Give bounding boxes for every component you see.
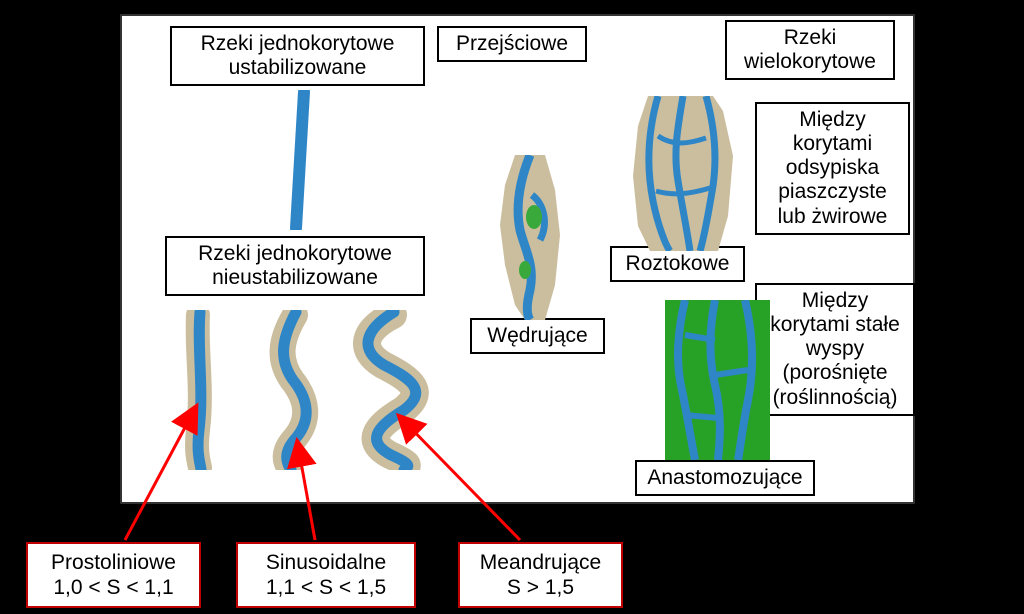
river-wedrujace	[490, 155, 570, 320]
label-jednokorytowe-ustabilizowane: Rzeki jednokorytoweustabilizowane	[170, 26, 425, 86]
label-text: Rzekiwielokorytowe	[744, 26, 876, 73]
label-text: Rzeki jednokorytoweustabilizowane	[201, 32, 395, 79]
callout-sinusoidalne: Sinusoidalne1,1 < S < 1,5	[236, 542, 416, 608]
label-text: Przejściowe	[456, 32, 568, 55]
river-prostoliniowe	[178, 310, 228, 470]
label-roztokowe: Roztokowe	[610, 246, 745, 282]
label-przejsciowe: Przejściowe	[437, 26, 587, 62]
label-nieustabilizowane: Rzeki jednokorytowenieustabilizowane	[165, 236, 425, 296]
label-desc-wyspy: Międzykorytami stałewyspy(porośnięte(roś…	[755, 283, 915, 416]
label-text: Anastomozujące	[647, 466, 802, 489]
label-desc-odsypiska: Międzykorytamiodsypiskapiaszczystelub żw…	[755, 102, 910, 235]
label-wedrujace: Wędrujące	[470, 318, 605, 354]
label-text: Roztokowe	[626, 252, 730, 275]
callout-text: MeandrująceS > 1,5	[480, 551, 601, 599]
river-sinusoidalne	[260, 310, 330, 470]
river-anastomozujace	[660, 300, 775, 460]
river-straight-single	[280, 90, 320, 230]
callout-text: Prostoliniowe1,0 < S < 1,1	[51, 551, 176, 599]
label-text: Wędrujące	[487, 324, 587, 347]
label-wielokorytowe: Rzekiwielokorytowe	[725, 20, 895, 80]
label-text: Rzeki jednokorytowenieustabilizowane	[198, 242, 392, 289]
label-text: Międzykorytami stałewyspy(porośnięte(roś…	[770, 289, 900, 409]
callout-text: Sinusoidalne1,1 < S < 1,5	[266, 551, 386, 599]
label-anastomozujace: Anastomozujące	[635, 460, 815, 496]
callout-meandrujace: MeandrująceS > 1,5	[458, 542, 623, 608]
river-meandrujace	[348, 310, 443, 470]
label-text: Międzykorytamiodsypiskapiaszczystelub żw…	[778, 108, 888, 228]
river-roztokowe	[628, 96, 738, 251]
callout-prostoliniowe: Prostoliniowe1,0 < S < 1,1	[26, 542, 201, 608]
